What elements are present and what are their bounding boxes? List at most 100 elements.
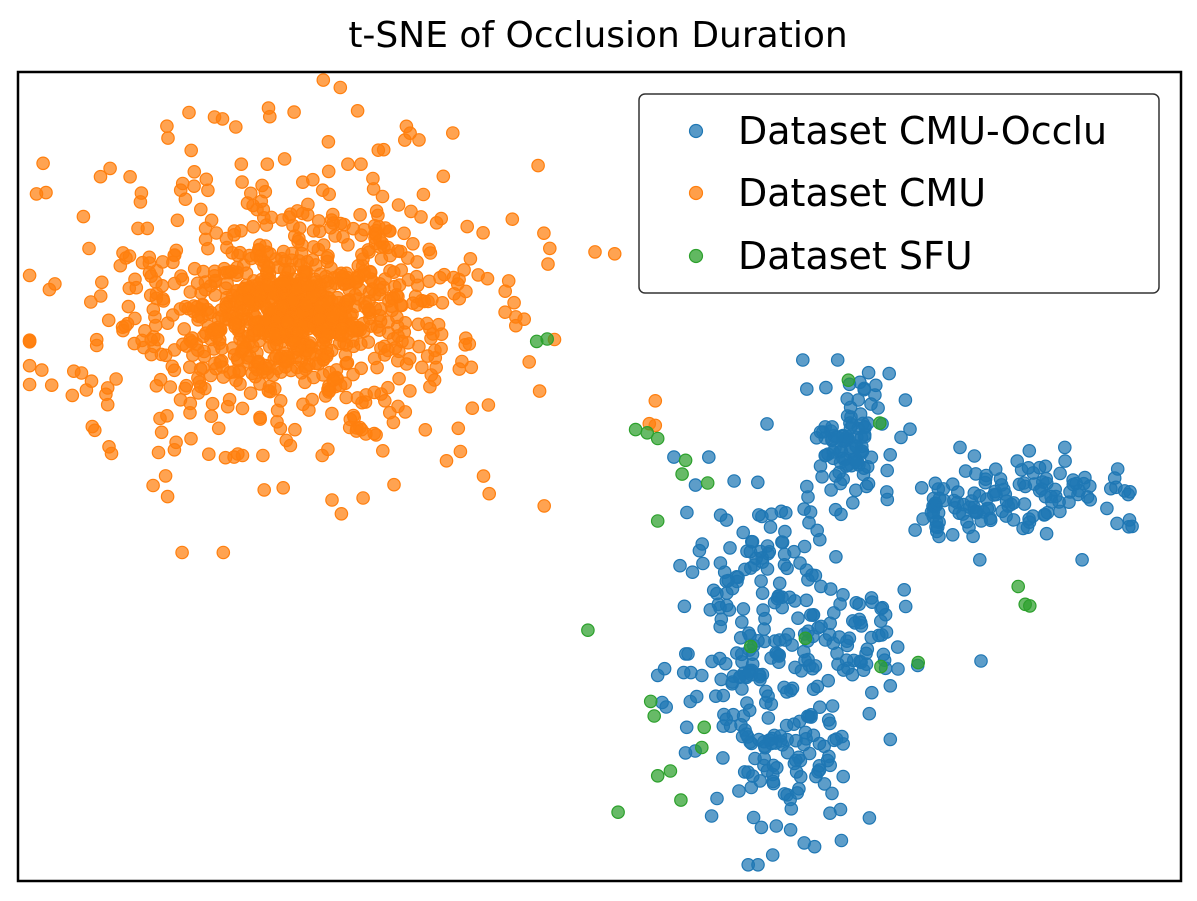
scatter-point-series-1-1061: [183, 405, 197, 420]
scatter-point-series-0-282: [778, 505, 793, 520]
scatter-point-series-0-199: [979, 468, 993, 483]
scatter-point-series-1-1070: [76, 209, 91, 224]
scatter-point-series-1-889: [264, 210, 279, 225]
scatter-point-series-1-857: [431, 317, 446, 332]
scatter-point-series-1-875: [455, 354, 469, 369]
scatter-point-series-1-976: [259, 264, 274, 279]
scatter-point-series-0-499: [898, 599, 913, 614]
scatter-point-series-0-495: [818, 633, 833, 647]
scatter-point-series-0-157: [908, 523, 922, 537]
scatter-point-series-0-454: [683, 694, 698, 709]
scatter-point-series-1-729: [289, 282, 303, 296]
scatter-point-series-0-532: [883, 678, 898, 693]
scatter-point-series-1-403: [434, 341, 448, 356]
scatter-point-series-0-476: [684, 665, 698, 680]
scatter-point-series-1-820: [350, 391, 365, 405]
scatter-point-series-1-855: [369, 204, 384, 218]
scatter-point-series-0-312: [706, 583, 721, 598]
scatter-point-series-0-96: [813, 425, 828, 439]
scatter-point-series-1-1059: [395, 334, 409, 349]
scatter-point-series-2-8: [841, 373, 856, 387]
scatter-point-series-1-447: [406, 237, 420, 251]
scatter-point-series-0-541: [765, 731, 779, 746]
scatter-point-series-0-221: [947, 493, 961, 508]
scatter-point-series-1-1045: [305, 172, 320, 187]
scatter-point-series-1-845: [229, 120, 243, 134]
scatter-point-series-1-806: [537, 499, 551, 513]
scatter-point-series-0-173: [983, 513, 998, 528]
scatter-point-series-1-888: [178, 381, 192, 396]
scatter-point-series-0-474: [751, 857, 765, 872]
scatter-point-series-1-385: [341, 157, 355, 171]
scatter-point-series-1-974: [353, 282, 367, 297]
scatter-point-series-0-577: [806, 728, 821, 743]
scatter-point-series-1-842: [542, 241, 557, 256]
scatter-point-series-0-17: [953, 440, 967, 455]
scatter-point-series-1-969: [147, 330, 161, 344]
scatter-point-series-0-230: [1083, 492, 1097, 507]
scatter-point-series-1-915: [288, 334, 302, 348]
scatter-point-series-1-851: [429, 216, 444, 230]
scatter-point-series-1-5: [160, 119, 174, 133]
scatter-point-series-0-331: [750, 475, 765, 490]
scatter-point-series-1-1076: [260, 245, 274, 259]
scatter-point-series-0-179: [926, 491, 941, 506]
scatter-point-series-2-23: [611, 805, 625, 819]
scatter-point-series-1-852: [22, 358, 37, 373]
scatter-point-series-1-682: [198, 232, 213, 247]
scatter-point-series-1-785: [194, 202, 208, 217]
scatter-point-series-1-768: [354, 361, 368, 376]
scatter-point-series-1-670: [191, 312, 205, 327]
scatter-point-series-1-919: [187, 261, 202, 276]
scatter-point-series-1-982: [459, 284, 473, 299]
scatter-point-series-1-996: [531, 158, 545, 173]
scatter-point-series-0-266: [801, 490, 815, 504]
scatter-point-series-1-1054: [318, 389, 333, 403]
scatter-point-series-0-515: [865, 595, 879, 609]
scatter-point-series-1-929: [199, 326, 213, 340]
scatter-point-series-0-332: [727, 474, 741, 488]
scatter-point-series-2-20: [650, 768, 665, 783]
scatter-point-series-1-954: [257, 483, 271, 497]
scatter-point-series-0-527: [796, 644, 811, 659]
scatter-point-series-0-336: [772, 576, 787, 591]
scatter-point-series-1-373: [390, 353, 405, 368]
scatter-point-series-1-935: [243, 386, 258, 400]
scatter-point-series-1-1033: [84, 374, 99, 388]
scatter-point-series-1-669: [207, 268, 222, 283]
scatter-point-series-1-1048: [151, 445, 166, 460]
scatter-point-series-0-218: [964, 494, 979, 508]
scatter-point-series-1-1004: [244, 186, 258, 201]
scatter-point-series-1-892: [121, 299, 136, 314]
scatter-point-series-1-1018: [267, 327, 282, 342]
scatter-point-series-0-443: [821, 673, 835, 688]
scatter-point-series-0-284: [829, 549, 843, 564]
scatter-point-series-1-1069: [122, 281, 137, 296]
scatter-point-series-0-472: [742, 665, 756, 679]
scatter-point-series-0-10: [914, 480, 929, 495]
scatter-point-series-1-793: [298, 375, 312, 390]
scatter-point-series-1-1075: [300, 208, 315, 222]
scatter-point-series-0-240: [929, 524, 944, 539]
scatter-point-series-1-543: [177, 322, 191, 336]
scatter-point-series-0-21: [834, 833, 849, 848]
scatter-point-series-1-1064: [99, 387, 113, 402]
scatter-point-series-1-895: [321, 442, 335, 457]
scatter-point-series-0-235: [1037, 508, 1051, 522]
chart-title: t-SNE of Occlusion Duration: [348, 15, 847, 56]
scatter-point-series-1-1063: [216, 545, 231, 560]
scatter-point-series-0-461: [756, 603, 770, 617]
scatter-point-series-0-464: [678, 647, 693, 661]
scatter-point-series-1-926: [325, 207, 340, 222]
scatter-point-series-1-903: [325, 406, 339, 421]
scatter-point-series-1-1078: [332, 336, 347, 351]
scatter-point-series-0-324: [743, 544, 758, 559]
scatter-point-series-1-861: [445, 126, 460, 140]
scatter-point-series-1-1037: [212, 332, 227, 347]
scatter-point-series-0-491: [803, 608, 818, 622]
scatter-point-series-2-17: [647, 709, 661, 723]
scatter-point-series-1-966: [166, 308, 180, 322]
legend: Dataset CMU-Occlu Dataset CMU Dataset SF…: [638, 93, 1160, 294]
scatter-point-series-1-1007: [321, 164, 336, 179]
